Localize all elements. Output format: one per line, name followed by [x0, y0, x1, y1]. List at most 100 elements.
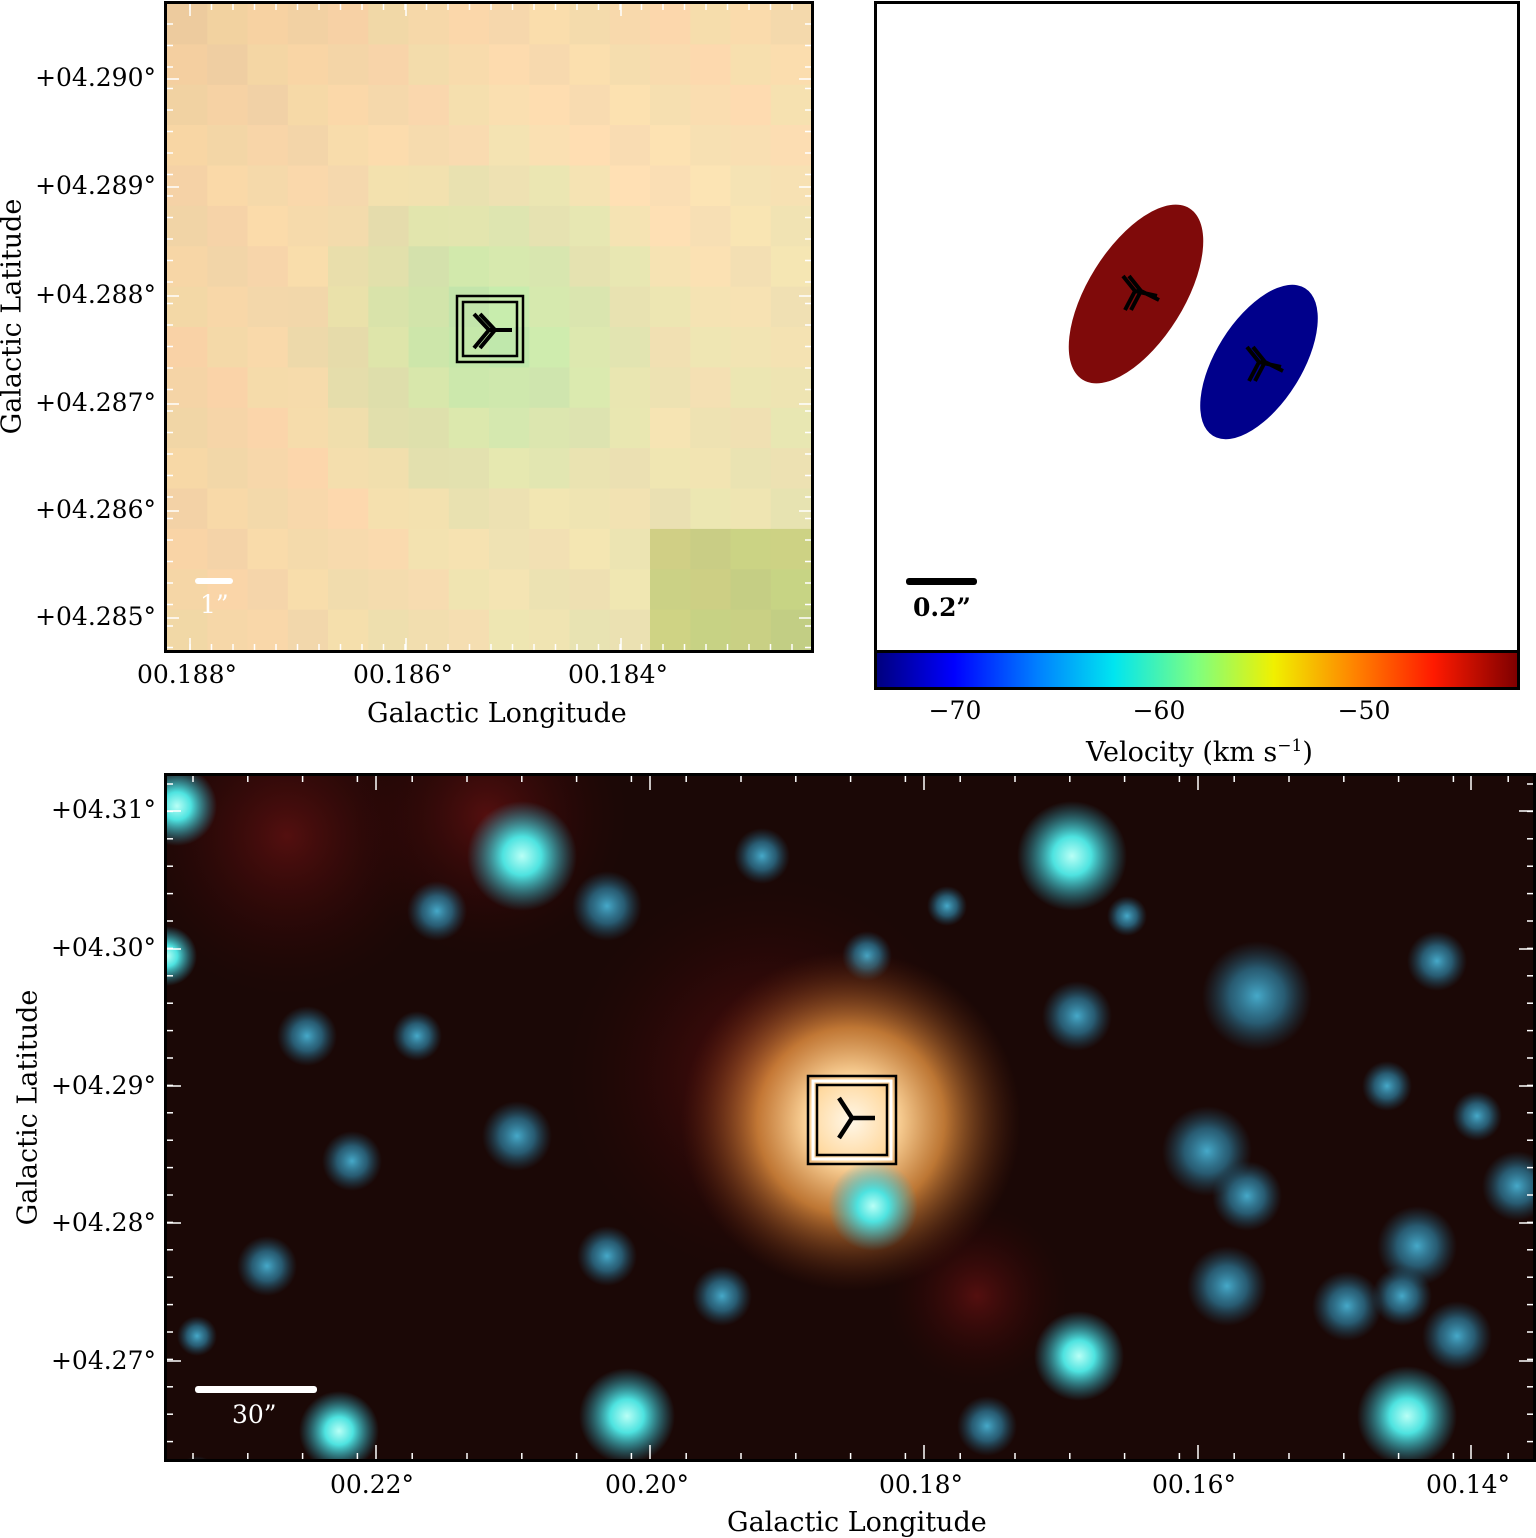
image-pixel	[408, 609, 450, 650]
image-pixel	[489, 367, 530, 409]
image-pixel	[489, 407, 530, 449]
image-pixel	[408, 407, 450, 449]
field-star	[237, 1236, 297, 1296]
image-pixel	[167, 488, 208, 530]
image-pixel	[207, 569, 249, 611]
image-pixel	[730, 367, 772, 409]
image-pixel	[529, 205, 571, 247]
image-pixel	[569, 407, 611, 449]
image-pixel	[770, 327, 811, 368]
bottom-infrared-image-panel	[164, 773, 1536, 1462]
field-star	[186, 1456, 208, 1459]
image-pixel	[730, 569, 772, 611]
field-star	[1187, 1246, 1267, 1326]
field-star	[299, 1391, 379, 1459]
y-axis-title: Galactic Latitude	[0, 198, 28, 435]
x-tick-label: 00.22°	[329, 1470, 415, 1499]
image-pixel	[609, 448, 651, 490]
colorbar-tick-label: −50	[1337, 696, 1391, 725]
image-pixel	[167, 205, 208, 247]
image-pixel	[247, 246, 289, 288]
image-pixel	[609, 569, 651, 611]
x-tick-label: 00.188°	[137, 660, 237, 689]
x-tick-label: 00.16°	[1151, 1470, 1237, 1499]
y-tick-label: +04.30°	[50, 933, 156, 962]
source-marker-icon	[1245, 345, 1284, 382]
image-pixel	[207, 4, 249, 45]
image-pixel	[730, 448, 772, 490]
image-pixel	[328, 407, 369, 449]
y-tick-label: +04.28°	[50, 1208, 156, 1237]
image-pixel	[247, 528, 289, 570]
image-pixel	[408, 4, 450, 45]
image-pixel	[690, 4, 732, 45]
image-pixel	[770, 4, 811, 45]
image-pixel	[489, 205, 530, 247]
image-pixel	[770, 125, 811, 167]
field-star	[572, 871, 642, 941]
field-star	[1034, 1311, 1124, 1401]
image-pixel	[167, 246, 208, 288]
x-tick-label: 00.20°	[604, 1470, 690, 1499]
image-pixel	[770, 205, 811, 247]
image-pixel	[690, 488, 732, 530]
image-pixel	[448, 367, 490, 409]
image-pixel	[569, 165, 611, 207]
field-star	[1452, 1091, 1502, 1141]
image-pixel	[650, 407, 691, 449]
image-pixel	[609, 125, 651, 167]
field-star	[957, 1396, 1017, 1456]
field-star	[1482, 1151, 1533, 1221]
image-pixel	[448, 205, 490, 247]
image-pixel	[650, 569, 691, 611]
image-pixel	[328, 4, 369, 45]
image-pixel	[529, 609, 571, 650]
image-pixel	[609, 407, 651, 449]
image-pixel	[730, 488, 772, 530]
image-pixel	[770, 286, 811, 328]
image-pixel	[328, 569, 369, 611]
y-tick-label: +04.285°	[35, 602, 156, 631]
image-pixel	[448, 569, 490, 611]
image-pixel	[770, 609, 811, 650]
scale-bar-label: 30”	[232, 1400, 277, 1429]
image-pixel	[207, 488, 249, 530]
field-star	[1362, 1061, 1412, 1111]
field-star	[579, 1368, 675, 1459]
image-pixel	[448, 246, 490, 288]
image-pixel	[368, 327, 410, 368]
image-pixel	[529, 246, 571, 288]
image-pixel	[408, 286, 450, 328]
image-pixel	[247, 125, 289, 167]
image-pixel	[529, 407, 571, 449]
image-pixel	[328, 327, 369, 368]
image-pixel	[207, 44, 249, 86]
image-pixel	[489, 165, 530, 207]
image-pixel	[730, 286, 772, 328]
image-pixel	[770, 528, 811, 570]
image-pixel	[448, 84, 490, 126]
image-pixel	[207, 609, 249, 650]
image-pixel	[609, 488, 651, 530]
image-pixel	[730, 246, 772, 288]
field-star	[927, 886, 967, 926]
field-star	[1312, 1271, 1382, 1341]
image-pixel	[650, 448, 691, 490]
field-star	[1407, 931, 1467, 991]
image-pixel	[328, 528, 369, 570]
field-star	[277, 1006, 337, 1066]
scale-bar	[195, 1386, 317, 1393]
image-pixel	[770, 407, 811, 449]
image-pixel	[650, 205, 691, 247]
image-pixel	[529, 125, 571, 167]
image-pixel	[690, 407, 732, 449]
scale-bar-label: 0.2”	[913, 593, 971, 622]
scale-bar	[906, 578, 977, 585]
image-pixel	[770, 569, 811, 611]
image-pixel	[287, 327, 329, 368]
field-star	[467, 801, 577, 911]
image-pixel	[287, 569, 329, 611]
field-star	[482, 1101, 552, 1171]
source-marker-icon	[1121, 274, 1160, 311]
image-pixel	[167, 4, 208, 45]
